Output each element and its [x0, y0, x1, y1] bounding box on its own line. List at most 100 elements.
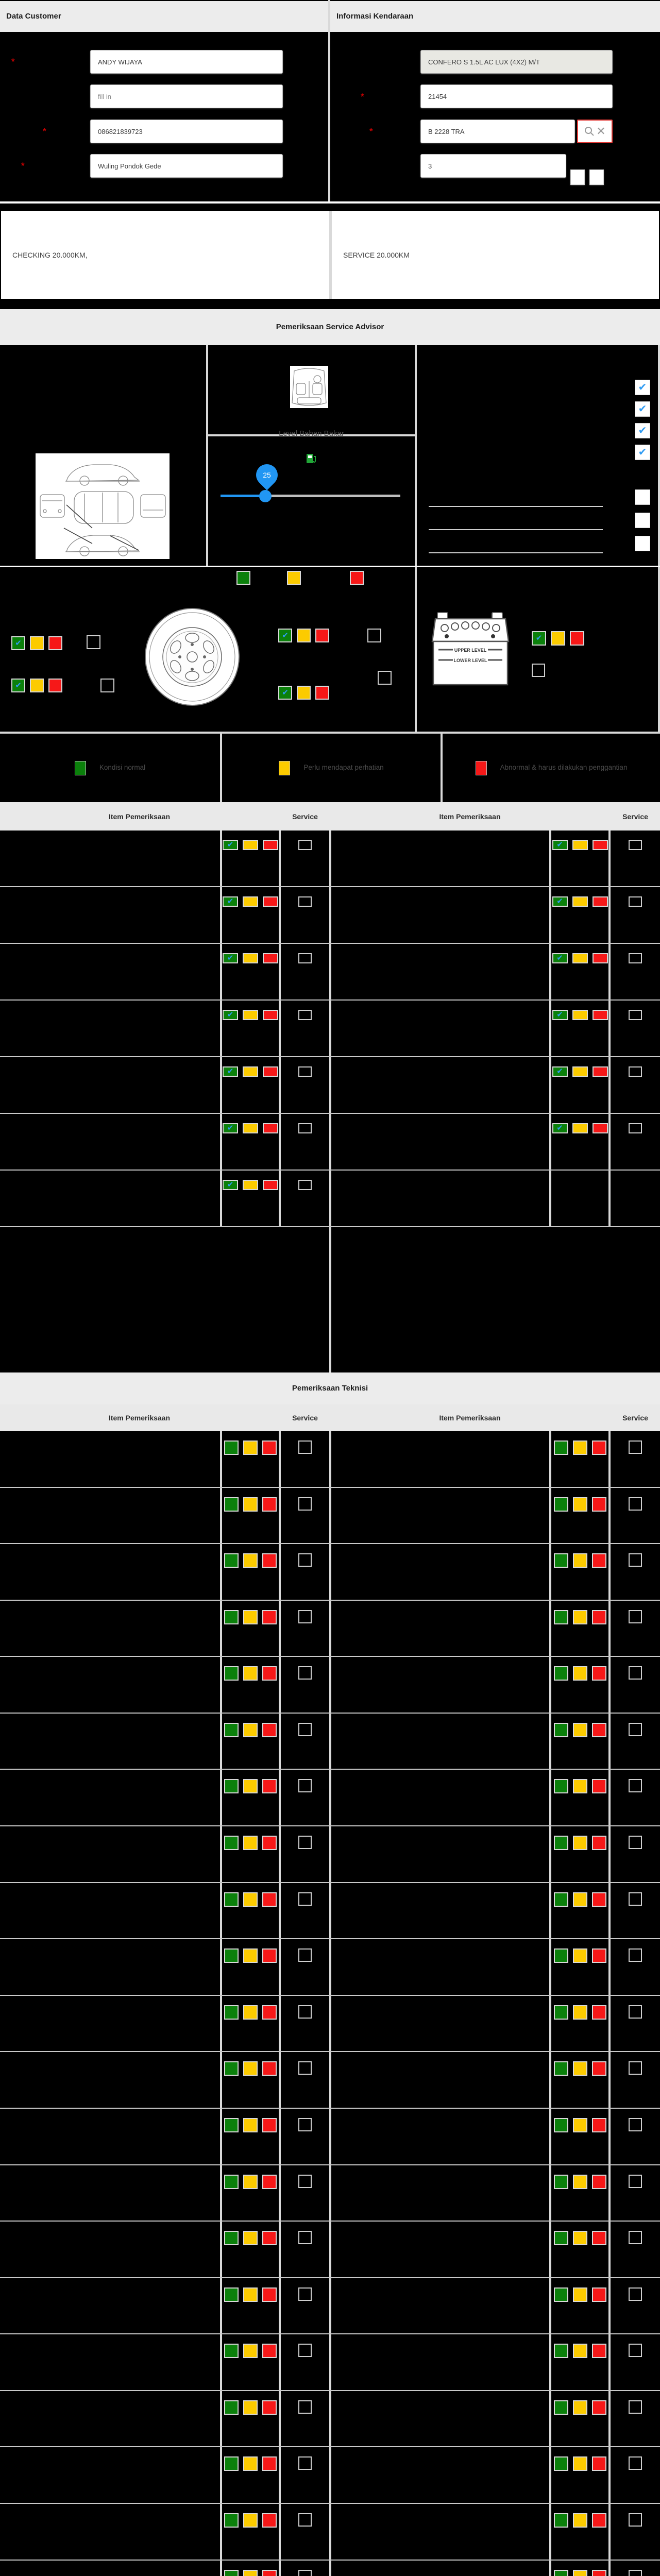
- condition-indicator[interactable]: ✔: [223, 1066, 278, 1077]
- service-checkbox[interactable]: [298, 1666, 312, 1680]
- condition-indicator[interactable]: [553, 1666, 606, 1681]
- green-indicator-box[interactable]: [224, 2174, 239, 2189]
- yellow-indicator-box[interactable]: [243, 1123, 258, 1133]
- service-checkbox[interactable]: [298, 2569, 312, 2576]
- condition-indicator[interactable]: [553, 1722, 606, 1737]
- green-indicator-box[interactable]: [553, 1609, 568, 1624]
- condition-indicator[interactable]: [224, 1722, 277, 1737]
- red-indicator-box[interactable]: [591, 2344, 606, 2359]
- green-indicator-box[interactable]: [224, 2344, 239, 2359]
- condition-indicator[interactable]: ✔: [223, 1010, 278, 1020]
- red-indicator-box[interactable]: [262, 1440, 277, 1455]
- green-indicator-box[interactable]: [224, 2287, 239, 2302]
- advisor-checkbox[interactable]: ✔: [635, 423, 650, 438]
- green-indicator-box[interactable]: ✔: [552, 1123, 568, 1133]
- yellow-indicator-box[interactable]: [243, 2061, 258, 2076]
- yellow-indicator-box[interactable]: [572, 1553, 587, 1568]
- yellow-indicator-box[interactable]: [243, 1180, 258, 1190]
- service-checkbox[interactable]: [298, 2287, 312, 2301]
- red-indicator-box[interactable]: [262, 1836, 277, 1851]
- yellow-indicator-box[interactable]: [572, 1066, 588, 1077]
- service-checkbox[interactable]: [298, 1609, 312, 1623]
- condition-indicator[interactable]: ✔: [552, 896, 608, 907]
- write-in-line[interactable]: [429, 506, 603, 507]
- search-icon[interactable]: [584, 126, 595, 137]
- checking-note[interactable]: CHECKING 20.000KM,: [1, 211, 329, 299]
- yellow-indicator-box[interactable]: [572, 1892, 587, 1907]
- condition-indicator[interactable]: [553, 2061, 606, 2076]
- condition-indicator[interactable]: [553, 2456, 606, 2471]
- advisor-checkbox[interactable]: [635, 489, 650, 505]
- condition-indicator[interactable]: [553, 2117, 606, 2132]
- yellow-indicator-box[interactable]: [243, 1066, 258, 1077]
- green-indicator-box[interactable]: [553, 2005, 568, 2020]
- green-indicator-box[interactable]: [553, 1779, 568, 1794]
- service-checkbox[interactable]: [298, 1892, 312, 1906]
- green-indicator-box[interactable]: ✔: [223, 1066, 238, 1077]
- red-indicator-box[interactable]: [591, 1836, 606, 1851]
- service-checkbox[interactable]: [629, 1892, 642, 1906]
- yellow-indicator-box[interactable]: [243, 2117, 258, 2132]
- condition-indicator[interactable]: ✔: [552, 953, 608, 963]
- service-checkbox[interactable]: [629, 1123, 642, 1133]
- yellow-indicator-box[interactable]: [572, 1010, 588, 1020]
- red-indicator-box[interactable]: [262, 2569, 277, 2576]
- red-indicator-box[interactable]: [591, 2513, 606, 2528]
- green-indicator-box[interactable]: [553, 1836, 568, 1851]
- red-indicator-box[interactable]: [592, 1123, 608, 1133]
- condition-indicator[interactable]: [553, 1779, 606, 1794]
- yellow-indicator-box[interactable]: [572, 1440, 587, 1455]
- yellow-indicator-box[interactable]: [572, 2287, 587, 2302]
- green-indicator-box[interactable]: [224, 1609, 239, 1624]
- red-indicator-box[interactable]: [262, 1948, 277, 1963]
- condition-indicator[interactable]: [224, 2005, 277, 2020]
- service-checkbox[interactable]: [629, 1553, 642, 1567]
- green-indicator-box[interactable]: [224, 1497, 239, 1512]
- service-checkbox[interactable]: [298, 896, 312, 907]
- green-indicator-box[interactable]: ✔: [11, 636, 25, 650]
- red-indicator-box[interactable]: [591, 1553, 606, 1568]
- service-checkbox[interactable]: [298, 2513, 312, 2527]
- green-indicator-box[interactable]: [224, 2061, 239, 2076]
- condition-indicator[interactable]: ✔: [223, 896, 278, 907]
- service-checkbox[interactable]: [100, 679, 114, 692]
- service-checkbox[interactable]: [298, 2400, 312, 2414]
- service-checkbox[interactable]: [298, 1123, 312, 1133]
- service-checkbox[interactable]: [629, 2513, 642, 2527]
- yellow-indicator-box[interactable]: [572, 2117, 587, 2132]
- qty-step-up-button[interactable]: [570, 170, 585, 185]
- service-checkbox[interactable]: [629, 2061, 642, 2075]
- green-indicator-box[interactable]: ✔: [223, 896, 238, 907]
- service-checkbox[interactable]: [629, 1948, 642, 1962]
- green-indicator-box[interactable]: ✔: [223, 953, 238, 963]
- red-indicator-box[interactable]: [591, 2174, 606, 2189]
- vehicle-qty-field[interactable]: [420, 154, 566, 178]
- yellow-indicator-box[interactable]: [572, 1609, 587, 1624]
- yellow-indicator-box[interactable]: [243, 2287, 258, 2302]
- green-indicator-box[interactable]: [224, 2513, 239, 2528]
- yellow-indicator-box[interactable]: [243, 1722, 258, 1737]
- green-indicator-box[interactable]: [224, 1666, 239, 1681]
- yellow-indicator-box[interactable]: [243, 1779, 258, 1794]
- red-indicator-box[interactable]: [262, 1722, 277, 1737]
- red-indicator-box[interactable]: [262, 1609, 277, 1624]
- qty-step-down-button[interactable]: [589, 170, 604, 185]
- clear-icon[interactable]: ✕: [596, 125, 606, 138]
- condition-indicator[interactable]: [224, 2456, 277, 2471]
- green-indicator-box[interactable]: ✔: [223, 1180, 238, 1190]
- service-checkbox[interactable]: [298, 2005, 312, 2019]
- red-indicator-box[interactable]: [591, 1666, 606, 1681]
- service-checkbox[interactable]: [298, 1722, 312, 1736]
- red-indicator-box[interactable]: [262, 2400, 277, 2415]
- battery-image[interactable]: UPPER LEVEL LOWER LEVEL: [429, 609, 512, 688]
- green-indicator-box[interactable]: [553, 1553, 568, 1568]
- interior-diagram-image[interactable]: [290, 366, 328, 408]
- service-checkbox[interactable]: [629, 2456, 642, 2470]
- condition-indicator[interactable]: [553, 2174, 606, 2189]
- yellow-indicator-box[interactable]: [243, 1497, 258, 1512]
- write-in-line[interactable]: [429, 529, 603, 530]
- green-indicator-box[interactable]: [224, 1553, 239, 1568]
- battery-service-checkbox[interactable]: [532, 664, 545, 677]
- red-indicator-box[interactable]: [263, 896, 278, 907]
- condition-indicator[interactable]: [553, 2005, 606, 2020]
